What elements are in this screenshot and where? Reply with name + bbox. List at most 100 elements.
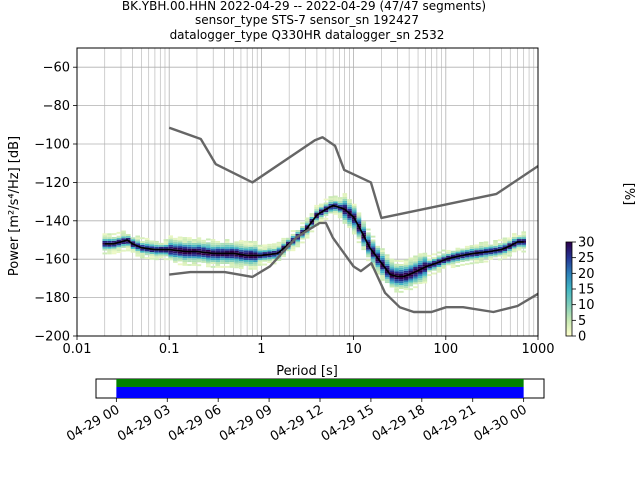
heatmap-cell xyxy=(281,243,286,246)
heatmap-cell xyxy=(140,256,145,259)
heatmap-cell xyxy=(446,255,451,258)
heatmap-cell xyxy=(431,266,437,269)
heatmap-cell xyxy=(248,264,253,266)
heatmap-cell xyxy=(384,267,390,270)
heatmap-cell xyxy=(257,262,263,264)
heatmap-cell xyxy=(290,233,296,236)
heatmap-cell xyxy=(191,246,197,249)
heatmap-cell xyxy=(206,249,211,252)
heatmap-cell xyxy=(234,254,239,257)
heatmap-cell xyxy=(314,222,319,225)
heatmap-cell xyxy=(191,239,197,241)
heatmap-cell xyxy=(187,254,192,257)
heatmap-cell xyxy=(206,257,211,260)
heatmap-cell xyxy=(441,255,446,258)
heatmap-cell xyxy=(163,250,169,253)
heatmap-cell xyxy=(474,250,479,253)
heatmap-cell xyxy=(286,241,291,244)
heatmap-cell xyxy=(177,246,183,249)
heatmap-cell xyxy=(220,260,225,263)
heatmap-cell xyxy=(380,253,385,256)
heatmap-cell xyxy=(366,238,371,241)
heatmap-cell xyxy=(215,262,221,264)
heatmap-cell xyxy=(304,236,310,239)
heatmap-cell xyxy=(262,244,268,247)
heatmap-cell xyxy=(220,254,225,257)
heatmap-cell xyxy=(366,234,371,237)
heatmap-cell xyxy=(102,248,108,251)
heatmap-cell xyxy=(135,247,141,249)
heatmap-cell xyxy=(253,246,258,249)
heatmap-cell xyxy=(290,245,296,248)
heatmap-cell xyxy=(318,205,324,208)
heatmap-cell xyxy=(507,250,512,253)
heatmap-cell xyxy=(201,247,206,250)
heatmap-cell xyxy=(281,255,286,258)
heatmap-cell xyxy=(460,248,465,251)
heatmap-cell xyxy=(281,239,286,242)
heatmap-cell xyxy=(276,241,282,244)
heatmap-cell xyxy=(408,267,414,270)
heatmap-cell xyxy=(436,257,442,260)
heatmap-cell xyxy=(342,193,348,196)
heatmap-cell xyxy=(130,250,136,253)
heatmap-cell xyxy=(516,242,522,245)
heatmap-cell xyxy=(389,260,395,263)
heatmap-cell xyxy=(168,243,173,245)
heatmap-cell xyxy=(196,243,202,246)
heatmap-cell xyxy=(135,237,141,240)
heatmap-cell xyxy=(177,244,183,247)
heatmap-cell xyxy=(262,248,268,251)
heatmap-cell xyxy=(144,237,150,240)
heatmap-cell xyxy=(210,240,216,243)
heatmap-cell xyxy=(144,251,150,254)
heatmap-cell xyxy=(229,265,235,268)
heatmap-cell xyxy=(521,250,527,253)
heatmap-cell xyxy=(493,245,498,248)
heatmap-cell xyxy=(177,238,183,241)
heatmap-cell xyxy=(318,213,324,216)
heatmap-cell xyxy=(347,225,352,228)
heatmap-cell xyxy=(436,268,442,271)
heatmap-cell xyxy=(512,250,517,253)
heatmap-cell xyxy=(149,253,155,256)
heatmap-cell xyxy=(295,229,301,232)
heatmap-cell xyxy=(140,250,145,253)
heatmap-cell xyxy=(116,251,122,254)
heatmap-cell xyxy=(140,248,145,251)
heatmap-cell xyxy=(356,214,362,217)
heatmap-cell xyxy=(479,243,484,246)
heatmap-cell xyxy=(224,260,230,263)
heatmap-cell xyxy=(441,261,446,263)
heatmap-cell xyxy=(295,245,301,248)
heatmap-cell xyxy=(107,250,112,253)
heatmap-cell xyxy=(384,271,390,274)
nlnm-line xyxy=(169,221,538,314)
heatmap-cell xyxy=(455,264,461,267)
heatmap-cell xyxy=(295,231,301,234)
heatmap-cell xyxy=(521,239,527,241)
heatmap-cell xyxy=(422,281,428,284)
heatmap-cell xyxy=(107,235,112,238)
heatmap-cell xyxy=(121,238,126,241)
heatmap-cell xyxy=(224,239,230,241)
heatmap-cell xyxy=(417,260,423,263)
heatmap-cell xyxy=(474,257,479,260)
heatmap-cell xyxy=(446,263,451,266)
heatmap-cell xyxy=(135,241,141,244)
heatmap-cell xyxy=(413,274,418,277)
heatmap-cell xyxy=(342,200,348,203)
heatmap-cell xyxy=(333,195,338,198)
heatmap-cell xyxy=(356,216,362,219)
heatmap-cell xyxy=(224,262,230,264)
heatmap-cell xyxy=(116,237,122,240)
heatmap-cell xyxy=(351,205,357,208)
heatmap-cell xyxy=(479,255,484,258)
plot-background xyxy=(77,48,538,336)
heatmap-cell xyxy=(309,224,315,227)
heatmap-cell xyxy=(323,217,329,220)
heatmap-cell xyxy=(441,253,446,256)
heatmap-cell xyxy=(333,209,338,211)
heatmap-cell xyxy=(304,219,310,222)
